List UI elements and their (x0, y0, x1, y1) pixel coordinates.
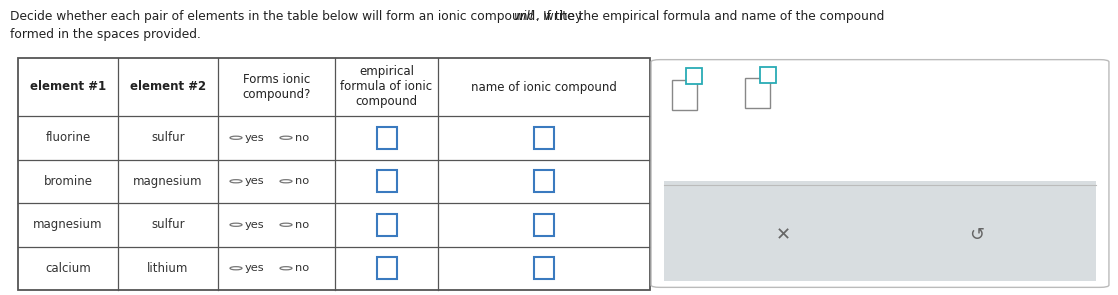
Bar (672, 80, 697, 110)
Text: no: no (295, 133, 310, 143)
Circle shape (230, 223, 241, 226)
Text: bromine: bromine (44, 175, 93, 188)
Text: ✕: ✕ (776, 226, 790, 244)
Bar (686, 68, 702, 84)
Bar (377, 257, 397, 279)
Bar (534, 170, 555, 192)
Bar (534, 257, 555, 279)
Text: fluorine: fluorine (46, 131, 91, 144)
Bar (377, 214, 397, 236)
Text: empirical
formula of ionic
compound: empirical formula of ionic compound (341, 65, 433, 109)
Text: no: no (295, 263, 310, 273)
Circle shape (230, 267, 241, 270)
FancyBboxPatch shape (651, 60, 1109, 287)
Circle shape (280, 180, 292, 183)
Text: ↺: ↺ (969, 226, 984, 244)
Bar (534, 214, 555, 236)
Text: element #2: element #2 (130, 81, 206, 94)
Text: no: no (295, 176, 310, 186)
Text: , write the empirical formula and name of the compound: , write the empirical formula and name o… (536, 10, 884, 23)
Circle shape (280, 136, 292, 139)
Bar (377, 127, 397, 149)
Text: yes: yes (245, 263, 265, 273)
Text: no: no (295, 220, 310, 230)
Circle shape (280, 223, 292, 226)
Circle shape (230, 136, 241, 139)
Circle shape (230, 180, 241, 183)
Text: name of ionic compound: name of ionic compound (471, 81, 617, 94)
Bar (18, 58, 650, 290)
Text: yes: yes (245, 176, 265, 186)
Text: Decide whether each pair of elements in the table below will form an ionic compo: Decide whether each pair of elements in … (10, 10, 586, 23)
Bar (534, 127, 555, 149)
Bar (377, 170, 397, 192)
Text: Forms ionic
compound?: Forms ionic compound? (243, 73, 311, 101)
Text: element #1: element #1 (30, 81, 106, 94)
Text: will: will (514, 10, 534, 23)
Bar (664, 181, 1096, 281)
Text: yes: yes (245, 133, 265, 143)
Text: sulfur: sulfur (151, 218, 184, 231)
Text: sulfur: sulfur (151, 131, 184, 144)
Text: formed in the spaces provided.: formed in the spaces provided. (10, 28, 201, 41)
Bar (760, 67, 776, 83)
Circle shape (280, 267, 292, 270)
Text: magnesium: magnesium (133, 175, 202, 188)
Bar (745, 78, 770, 108)
Text: magnesium: magnesium (34, 218, 103, 231)
Text: calcium: calcium (45, 262, 91, 275)
Text: lithium: lithium (148, 262, 189, 275)
Text: yes: yes (245, 220, 265, 230)
